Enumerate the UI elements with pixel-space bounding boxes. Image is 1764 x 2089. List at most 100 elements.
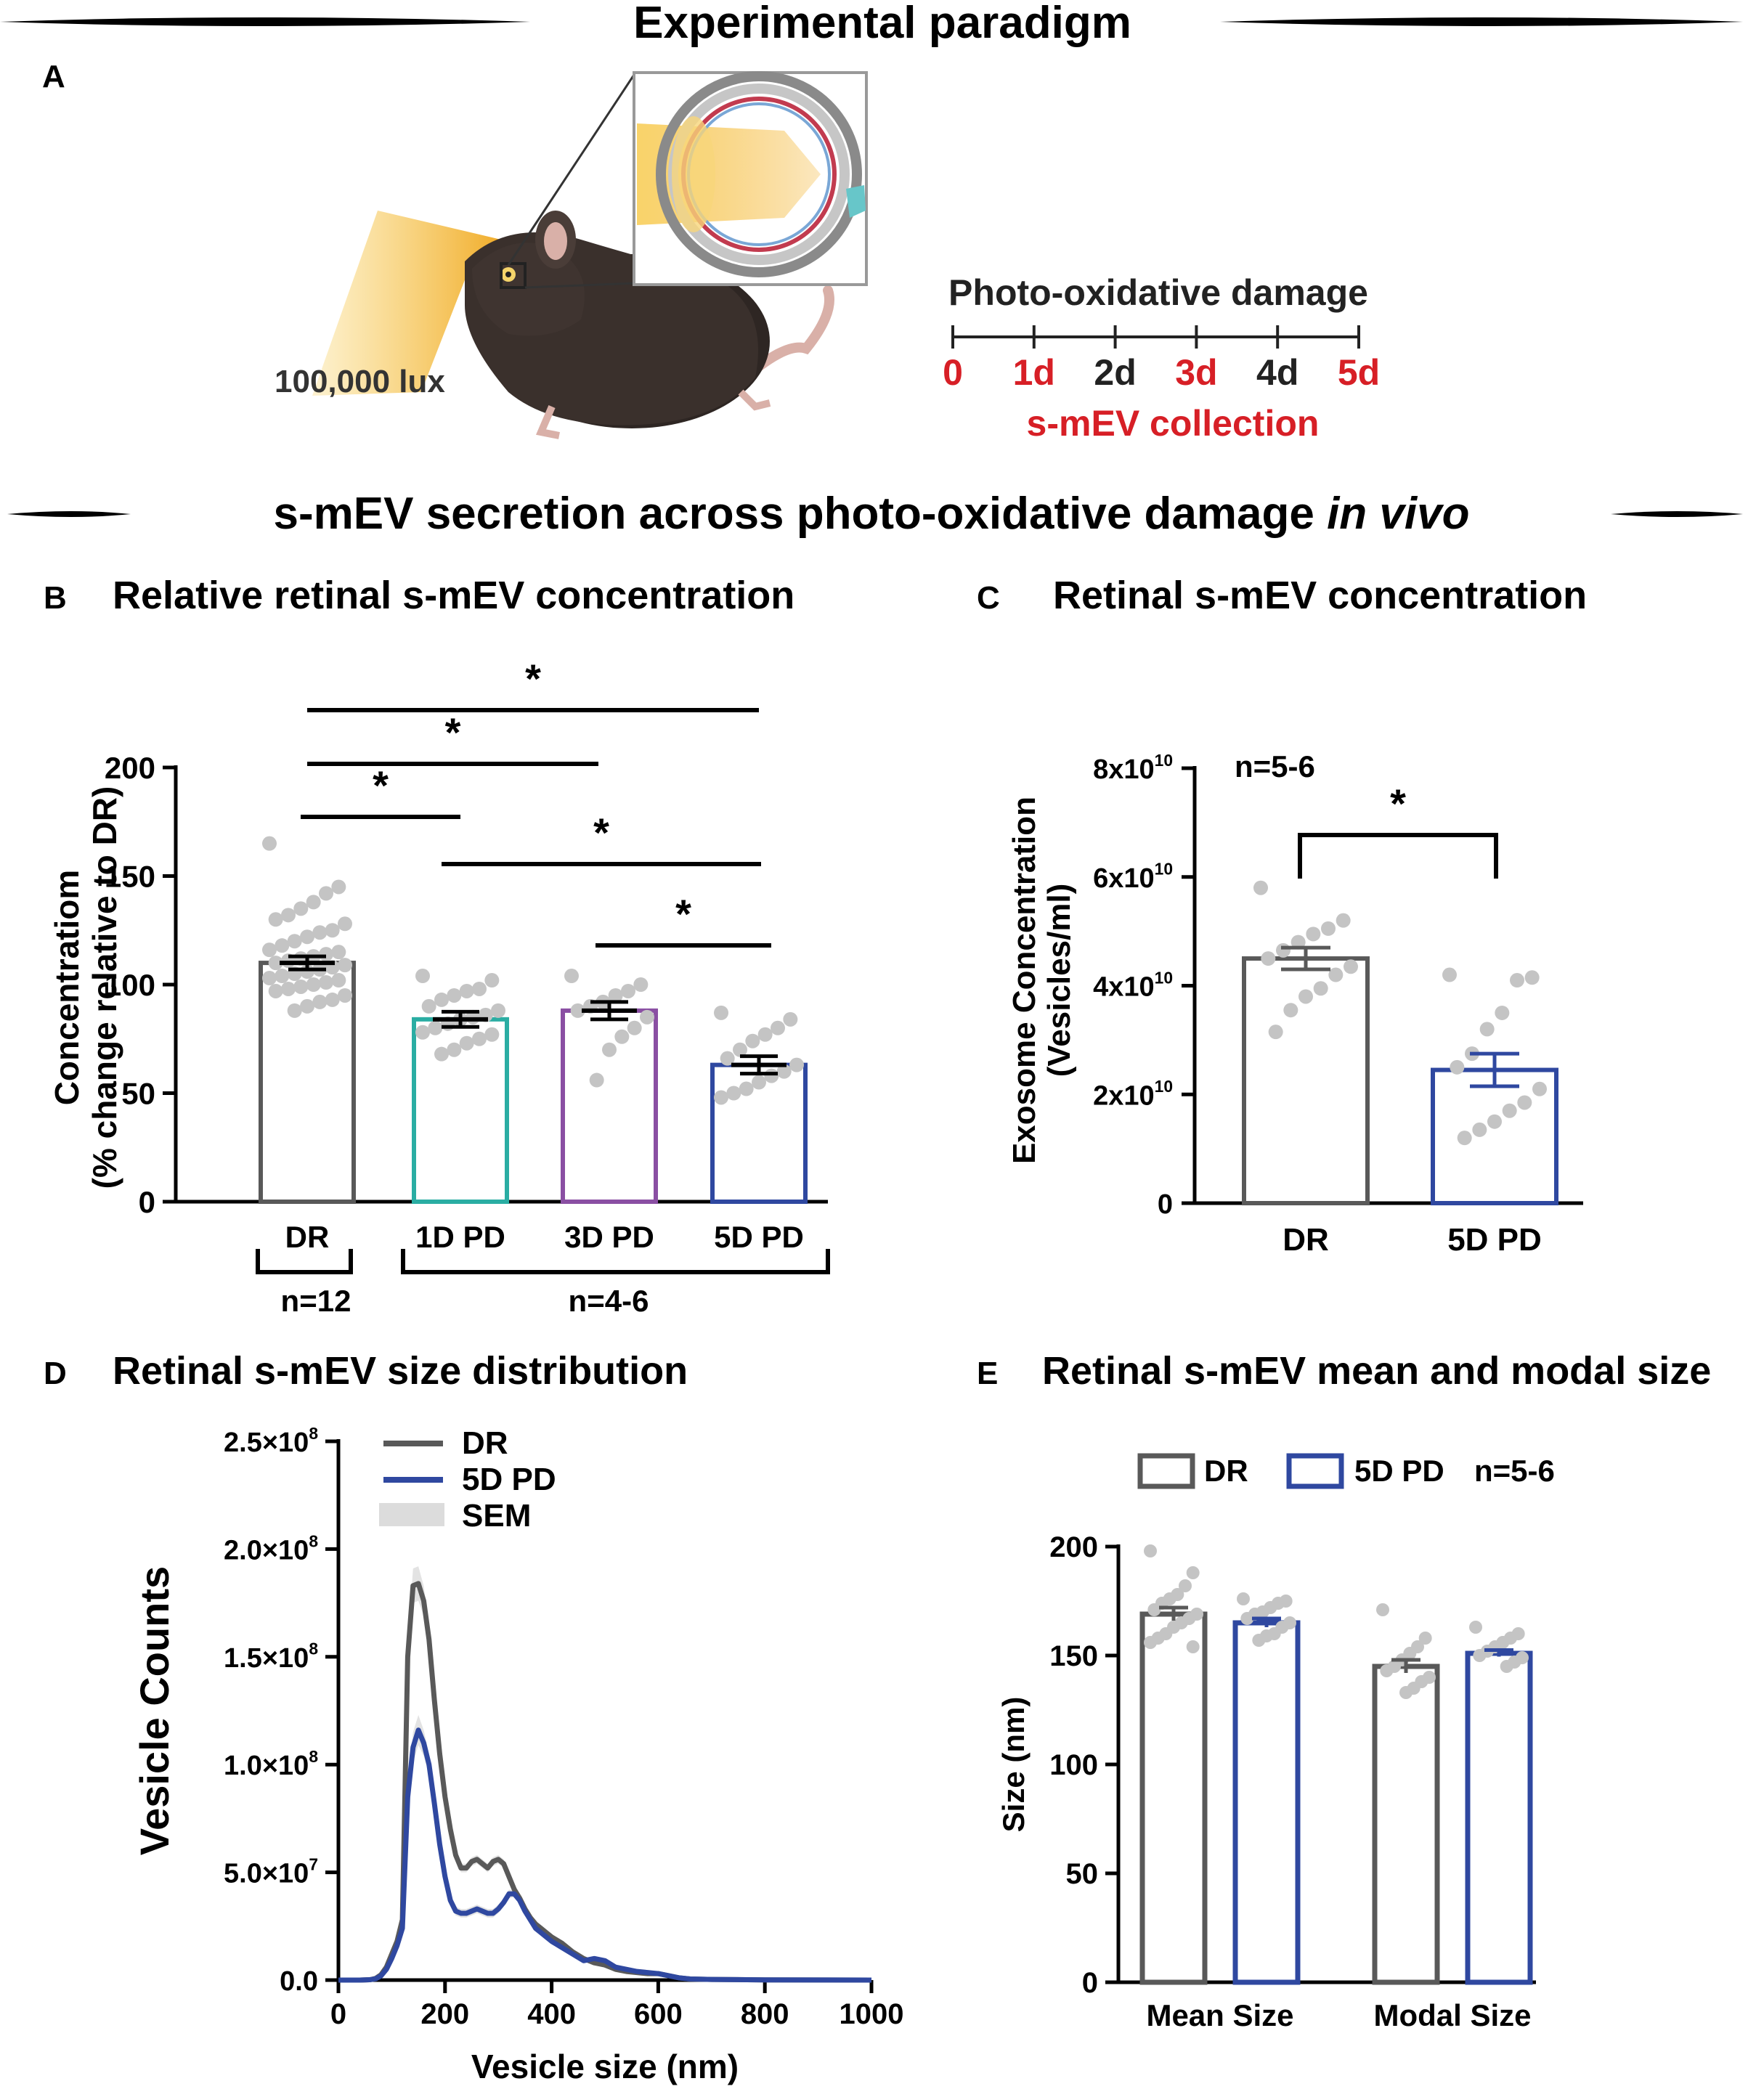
b-dot-3d-pd xyxy=(640,1009,654,1025)
panel-b-letter: B xyxy=(44,580,67,616)
b-dot-1d-pd xyxy=(447,1042,462,1057)
e-legend-swatch-dr xyxy=(1137,1453,1195,1489)
b-dot-1d-pd xyxy=(428,1020,443,1035)
b-dot-5d-pd xyxy=(714,1090,728,1105)
c-dot-5d-pd xyxy=(1524,970,1540,985)
panel-c-letter: C xyxy=(977,580,1000,616)
e-legend-label-5d-pd: 5D PD xyxy=(1354,1454,1444,1488)
panel-e-letter: E xyxy=(977,1356,998,1391)
e-legend-swatch-5d-pd xyxy=(1286,1453,1344,1489)
b-n-pd: n=4-6 xyxy=(569,1284,649,1318)
c-dot-dr xyxy=(1253,880,1268,895)
b-dot-dr xyxy=(319,886,333,901)
d-y-tick-label: 2.0×108 xyxy=(224,1531,318,1565)
c-dot-dr xyxy=(1298,989,1313,1004)
e-bar-5d-pd-mean-size xyxy=(1232,1620,1301,1985)
d-x-tick-label: 1000 xyxy=(840,1998,904,2030)
b-x-label-3d-pd: 3D PD xyxy=(564,1220,654,1254)
e-dot-5d-pd xyxy=(1500,1660,1513,1673)
section-header-secretion: s-mEV secretion across photo-oxidative d… xyxy=(7,489,1743,539)
header-rule-left xyxy=(0,17,530,26)
d-legend-label-sem: SEM xyxy=(462,1498,531,1534)
b-dot-3d-pd xyxy=(570,1003,585,1018)
b-dot-1d-pd xyxy=(484,1027,500,1042)
chart-e: 0 50 100 150 200 Mean Size Modal Size DR 5D PD n=… xyxy=(996,1453,1555,2032)
b-y-tick-label: 50 xyxy=(121,1077,155,1111)
light-beam-icon xyxy=(312,211,501,396)
panel-d-title: Retinal s-mEV size distribution xyxy=(113,1349,688,1393)
header-rule-right-2 xyxy=(1611,511,1743,517)
b-dot-1d-pd xyxy=(459,983,474,998)
panel-c-title: Retinal s-mEV concentration xyxy=(1053,574,1587,617)
b-dot-dr xyxy=(300,998,314,1014)
b-x-label-5d-pd: 5D PD xyxy=(714,1220,804,1254)
b-dot-dr xyxy=(287,1003,302,1018)
b-dot-dr xyxy=(268,983,283,998)
e-dot-dr xyxy=(1179,1579,1192,1592)
eye-cross-section-icon xyxy=(633,71,868,286)
b-dot-dr xyxy=(275,969,290,984)
timeline-label-2d: 2d xyxy=(1094,352,1136,393)
timeline-label-0: 0 xyxy=(943,352,963,393)
collection-label: s-mEV collection xyxy=(1027,403,1320,444)
e-y-tick-label: 50 xyxy=(1066,1858,1099,1890)
e-dot-dr xyxy=(1186,1566,1200,1579)
b-dot-3d-pd xyxy=(621,983,635,998)
b-dot-5d-pd xyxy=(752,1075,766,1090)
b-dot-dr xyxy=(275,938,290,953)
b-n-dr: n=12 xyxy=(281,1284,351,1318)
b-dot-dr xyxy=(268,912,283,927)
panel-a-letter: A xyxy=(42,59,65,94)
timeline-label-5d: 5d xyxy=(1338,352,1380,393)
panel-d-letter: D xyxy=(44,1356,67,1391)
b-dot-dr xyxy=(287,934,302,949)
b-dot-dr xyxy=(281,981,296,996)
d-legend-label-dr: DR xyxy=(462,1425,508,1461)
b-sig-0-star: * xyxy=(525,656,541,701)
b-dot-1d-pd xyxy=(472,1031,487,1046)
d-legend-label-5d-pd: 5D PD xyxy=(462,1462,556,1497)
b-dot-dr xyxy=(262,971,277,986)
e-dot-dr xyxy=(1147,1603,1161,1616)
b-dot-dr xyxy=(338,958,352,973)
c-dot-5d-pd xyxy=(1487,1114,1502,1129)
b-dot-1d-pd xyxy=(415,1025,430,1040)
b-dot-1d-pd xyxy=(415,969,430,984)
b-dot-dr xyxy=(338,916,352,932)
b-dot-5d-pd xyxy=(714,1005,728,1020)
b-dot-dr xyxy=(312,925,328,940)
b-sig-4-star: * xyxy=(675,891,691,937)
e-dot-5d-pd xyxy=(1473,1649,1487,1662)
c-dot-dr xyxy=(1261,951,1276,966)
d-line-dr xyxy=(338,1581,872,1983)
d-legend-swatch-sem xyxy=(379,1503,444,1526)
e-x-label-mean-size: Mean Size xyxy=(1146,1998,1293,2032)
c-dot-dr xyxy=(1321,921,1336,936)
c-dot-5d-pd xyxy=(1517,1095,1532,1110)
c-dot-5d-pd xyxy=(1502,1103,1517,1118)
b-dot-dr xyxy=(338,988,352,1003)
e-y-tick-label: 100 xyxy=(1049,1749,1098,1781)
b-dot-dr xyxy=(293,901,309,916)
b-dot-3d-pd xyxy=(633,977,649,992)
e-x-label-modal-size: Modal Size xyxy=(1373,1998,1531,2032)
b-dot-dr xyxy=(268,956,283,971)
b-dot-dr xyxy=(262,942,277,958)
d-line-5d-pd xyxy=(338,1727,872,1983)
c-dot-5d-pd xyxy=(1532,1081,1547,1096)
c-dot-dr xyxy=(1344,959,1358,974)
c-y-tick-label: 8x1010 xyxy=(1093,751,1173,785)
c-dot-dr xyxy=(1306,927,1321,942)
timeline-label-4d: 4d xyxy=(1256,352,1298,393)
panel-b-title: Relative retinal s-mEV concentration xyxy=(113,574,794,617)
d-y-tick-label: 2.5×108 xyxy=(224,1424,318,1458)
b-dot-5d-pd xyxy=(764,1068,779,1083)
b-dot-dr xyxy=(325,923,340,938)
timeline-title: Photo-oxidative damage xyxy=(948,272,1368,313)
c-dot-dr xyxy=(1268,1025,1283,1040)
e-y-label: Size (nm) xyxy=(996,1697,1031,1833)
c-dot-5d-pd xyxy=(1495,1005,1510,1020)
b-dot-1d-pd xyxy=(447,988,462,1003)
e-dot-dr xyxy=(1418,1632,1432,1645)
b-dot-dr xyxy=(319,947,333,962)
